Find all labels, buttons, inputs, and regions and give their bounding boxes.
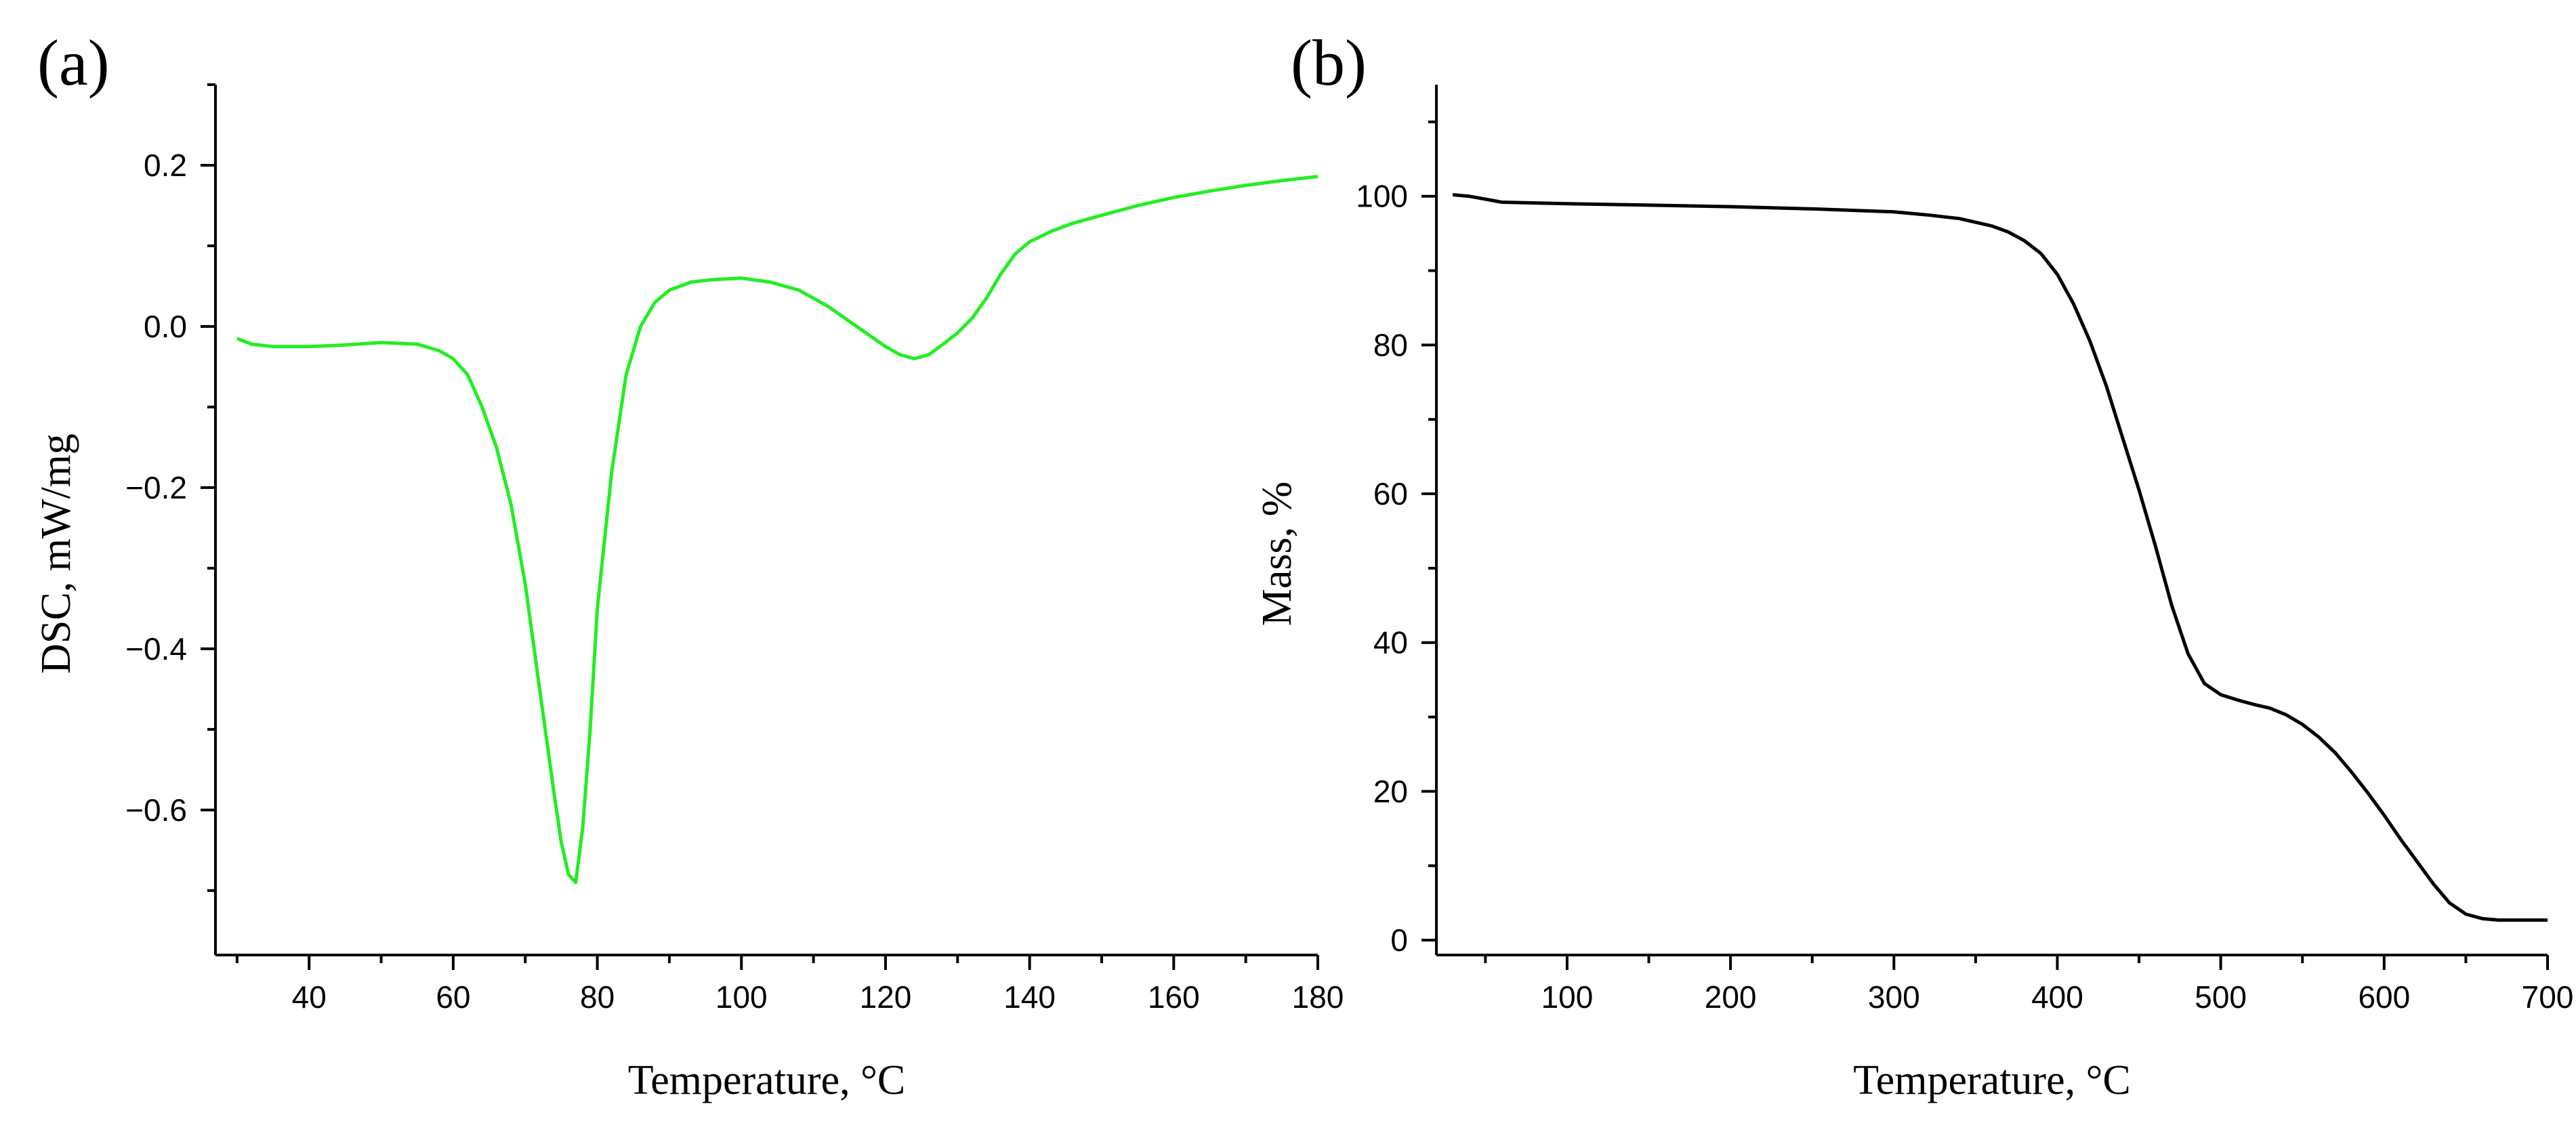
- tga-x-tick-label: 700: [2522, 979, 2574, 1015]
- tga-x-tick-label: 300: [1868, 979, 1920, 1015]
- dsc-x-tick-label: 60: [436, 979, 470, 1015]
- dsc-series-line: [236, 175, 1318, 885]
- dsc-x-tick-label: 100: [715, 979, 768, 1015]
- dsc-y-axis-title: DSC, mW/mg: [33, 433, 79, 674]
- tga-x-tick-label: 200: [1705, 979, 1757, 1015]
- tga-y-tick-label: 0: [1390, 923, 1408, 958]
- tga-series-line: [1452, 193, 2548, 922]
- dsc-x-tick-label: 80: [580, 979, 615, 1015]
- dsc-y-tick-label: −0.6: [125, 792, 187, 828]
- tga-y-tick-label: 100: [1356, 179, 1408, 214]
- panel-label-b: (b): [1291, 26, 1367, 99]
- tga-y-tick-label: 60: [1373, 476, 1408, 511]
- dsc-y-tick-label: 0.0: [144, 309, 187, 344]
- dsc-x-tick-label: 140: [1003, 979, 1056, 1015]
- tga-x-tick-label: 600: [2358, 979, 2410, 1015]
- tga-y-tick-label: 40: [1373, 625, 1408, 660]
- panel-label-a: (a): [37, 26, 110, 99]
- tga-x-axis-title: Temperature, °C: [1853, 1057, 2131, 1103]
- tga-x-tick-label: 500: [2195, 979, 2247, 1015]
- tga-y-tick-label: 80: [1373, 327, 1408, 362]
- dsc-ticks: 40 60 80 100 120 140 160 180 −0.6 −0.4 −0.2 0.0 0.2: [125, 83, 1344, 1015]
- tga-ticks: 100 200 300 400 500 600 700 0 20 40 60 80 100: [1356, 120, 2574, 1015]
- dsc-panel: (a) Temperature, °C DSC, mW/mg 40 60 80 100…: [33, 26, 1344, 1103]
- tga-x-tick-label: 400: [2031, 979, 2083, 1015]
- tga-panel: (b) Temperature, °C Mass, % 100 200 300 400…: [1254, 26, 2573, 1103]
- dsc-x-tick-label: 180: [1292, 979, 1344, 1015]
- dsc-axes: [214, 85, 1318, 956]
- dsc-y-tick-label: −0.2: [125, 470, 187, 505]
- dsc-x-axis-title: Temperature, °C: [628, 1057, 906, 1103]
- dsc-x-tick-label: 120: [860, 979, 912, 1015]
- tga-series: [1452, 193, 2548, 922]
- dsc-series: [236, 175, 1318, 885]
- dsc-x-tick-label: 160: [1148, 979, 1200, 1015]
- tga-x-tick-label: 100: [1541, 979, 1594, 1015]
- tga-y-axis-title: Mass, %: [1254, 482, 1300, 627]
- dsc-x-tick-label: 40: [292, 979, 327, 1015]
- tga-axes: [1435, 85, 2548, 956]
- tga-y-tick-label: 20: [1373, 774, 1408, 809]
- dsc-y-tick-label: 0.2: [144, 148, 187, 183]
- dsc-y-tick-label: −0.4: [125, 631, 187, 666]
